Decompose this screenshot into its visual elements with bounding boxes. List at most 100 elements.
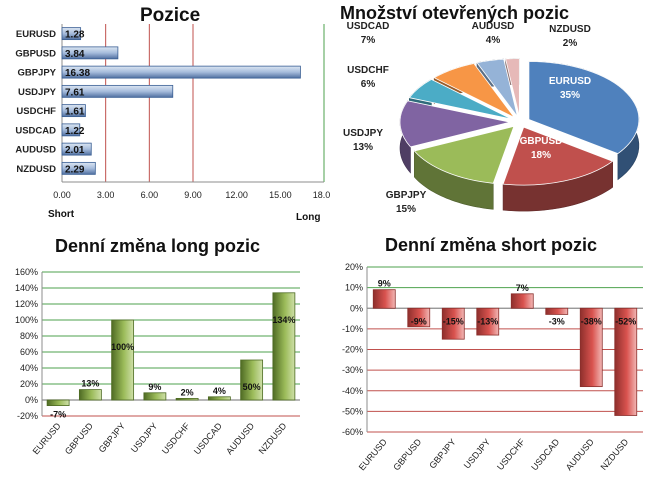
pie-label-eurusd-name: EURUSD xyxy=(549,76,591,87)
bar-gbpjpy xyxy=(61,65,301,79)
x-tick-audusd: AUDUSD xyxy=(224,420,256,456)
pie-slice-usdjpy xyxy=(399,100,511,148)
long-change-chart-title: Denní změna long pozic xyxy=(55,236,261,256)
long-label: Long xyxy=(296,212,320,223)
x-tick-4: 12.00 xyxy=(225,190,248,200)
pie-label-usdjpy-pct: 13% xyxy=(353,142,373,153)
data-label-nzdusd: 134% xyxy=(272,315,295,325)
bar-eurusd xyxy=(61,27,82,41)
x-tick-usdcad: USDCAD xyxy=(192,420,224,456)
data-label-usdcad: 1.22 xyxy=(65,126,85,137)
pie-label-usdcad-name: USDCAD xyxy=(347,21,390,32)
data-label-eurusd: 1.28 xyxy=(65,30,85,41)
pie-label-nzdusd-pct: 2% xyxy=(563,38,578,49)
pie-label-gbpusd-name: GBPUSD xyxy=(520,136,563,147)
y-tick-6: 0% xyxy=(350,303,363,313)
bar-usdcad xyxy=(61,123,81,137)
category-label-usdjpy: USDJPY xyxy=(18,87,57,98)
data-label-gbpjpy: 100% xyxy=(111,342,134,352)
category-label-gbpusd: GBPUSD xyxy=(15,48,56,59)
y-tick-8: 20% xyxy=(345,262,363,272)
data-label-usdjpy: 9% xyxy=(148,382,161,392)
data-label-gbpusd: -9% xyxy=(411,316,427,326)
data-label-nzdusd: -52% xyxy=(615,316,636,326)
bar-nzdusd xyxy=(614,307,638,416)
y-tick-0: -20% xyxy=(17,411,38,421)
y-tick-9: 160% xyxy=(15,267,38,277)
data-label-audusd: 50% xyxy=(243,382,261,392)
data-label-usdchf: 2% xyxy=(181,387,194,397)
bar-audusd xyxy=(579,307,603,388)
x-tick-0: 0.00 xyxy=(53,190,71,200)
x-tick-5: 15.00 xyxy=(269,190,292,200)
y-tick-3: -30% xyxy=(342,365,363,375)
bar-audusd xyxy=(240,359,264,401)
long-change-chart: -20% 0% 20% 40% 60% 80% 100% 120% 140% 160% -7%EUR… xyxy=(15,267,300,456)
pie-label-usdjpy-name: USDJPY xyxy=(343,128,383,139)
y-tick-5: 80% xyxy=(20,331,38,341)
long-change-chart-panel: Denní změna long pozic -20% 0% 20% 40% 60% 80… xyxy=(0,230,325,489)
x-tick-audusd: AUDUSD xyxy=(564,436,596,472)
y-tick-4: 60% xyxy=(20,347,38,357)
bar-usdchf xyxy=(510,293,534,309)
pie-slice-usdcad xyxy=(433,63,515,118)
x-tick-6: 18.00 xyxy=(313,190,330,200)
short-change-chart-title: Denní změna short pozic xyxy=(385,235,598,255)
x-tick-usdjpy: USDJPY xyxy=(462,437,492,471)
bar-eurusd xyxy=(372,289,396,309)
data-label-nzdusd: 2.29 xyxy=(65,164,85,175)
pie-label-usdchf-pct: 6% xyxy=(361,79,376,90)
category-label-audusd: AUDUSD xyxy=(15,145,56,156)
pie-slice-usdchf xyxy=(408,78,512,120)
y-tick-5: -10% xyxy=(342,324,363,334)
y-tick-2: -40% xyxy=(342,386,363,396)
bar-usdchf xyxy=(61,104,86,118)
pie-label-gbpusd-pct: 18% xyxy=(531,150,551,161)
x-tick-gbpjpy: GBPJPY xyxy=(427,437,457,471)
pie-label-audusd-pct: 4% xyxy=(486,35,501,46)
pie-label-gbpjpy-name: GBPJPY xyxy=(386,190,427,201)
pie-slice-eurusd xyxy=(528,61,640,155)
bar-usdcad xyxy=(207,396,231,401)
x-tick-1: 3.00 xyxy=(97,190,115,200)
data-label-usdchf: 7% xyxy=(516,283,529,293)
x-tick-usdjpy: USDJPY xyxy=(129,421,159,455)
pie-slice-gbpjpy xyxy=(413,125,515,184)
y-tick-1: -50% xyxy=(342,406,363,416)
data-label-eurusd: 9% xyxy=(378,279,391,289)
bar-usdchf xyxy=(175,397,199,401)
data-label-audusd: -38% xyxy=(581,316,602,326)
x-tick-3: 9.00 xyxy=(184,190,202,200)
y-tick-0: -60% xyxy=(342,427,363,437)
open-positions-pie-title: Množství otevřených pozic xyxy=(340,3,570,23)
open-positions-pie-panel: Množství otevřených pozic EURUSD 35% GBPUS… xyxy=(330,0,649,230)
data-label-usdchf: 1.61 xyxy=(65,107,85,118)
pie-label-usdchf-name: USDCHF xyxy=(347,65,389,76)
category-label-eurusd: EURUSD xyxy=(16,29,56,40)
bar-gbpjpy xyxy=(441,307,465,340)
y-tick-2: 20% xyxy=(20,379,38,389)
pie-label-gbpjpy-pct: 15% xyxy=(396,204,416,215)
data-label-usdjpy: 7.61 xyxy=(65,87,85,98)
data-label-gbpusd: 3.84 xyxy=(65,49,85,60)
bar-usdjpy xyxy=(476,307,500,336)
x-tick-eurusd: EURUSD xyxy=(31,420,63,456)
positions-chart-panel: Pozice EURUSD 1.28 GBPUSD 3.84 GBPJPY 16.38 US… xyxy=(0,0,330,230)
positions-chart: EURUSD 1.28 GBPUSD 3.84 GBPJPY 16.38 USDJPY 7.6… xyxy=(15,24,330,223)
pie-label-nzdusd-name: NZDUSD xyxy=(549,24,591,35)
open-positions-pie: EURUSD 35% GBPUSD 18% GBPJPY 15% USDJPY 13% USDC… xyxy=(343,21,640,215)
bar-gbpusd xyxy=(61,46,119,60)
data-label-gbpjpy: 16.38 xyxy=(65,68,90,79)
x-tick-usdchf: USDCHF xyxy=(495,436,527,472)
pie-slice-audusd xyxy=(476,58,518,117)
data-label-usdcad: -3% xyxy=(549,316,565,326)
bar-audusd xyxy=(61,142,92,156)
x-tick-gbpjpy: GBPJPY xyxy=(97,421,127,455)
data-label-audusd: 2.01 xyxy=(65,145,85,156)
x-tick-gbpusd: GBPUSD xyxy=(63,420,95,456)
short-change-chart: -60% -50% -40% -30% -20% -10% 0% 10% 20% 9% EURUSD… xyxy=(342,262,643,472)
category-label-gbpjpy: GBPJPY xyxy=(17,68,56,79)
pie-label-eurusd-pct: 35% xyxy=(560,90,580,101)
pie-slice-gbpusd xyxy=(502,126,614,186)
x-tick-nzdusd: NZDUSD xyxy=(257,420,289,456)
